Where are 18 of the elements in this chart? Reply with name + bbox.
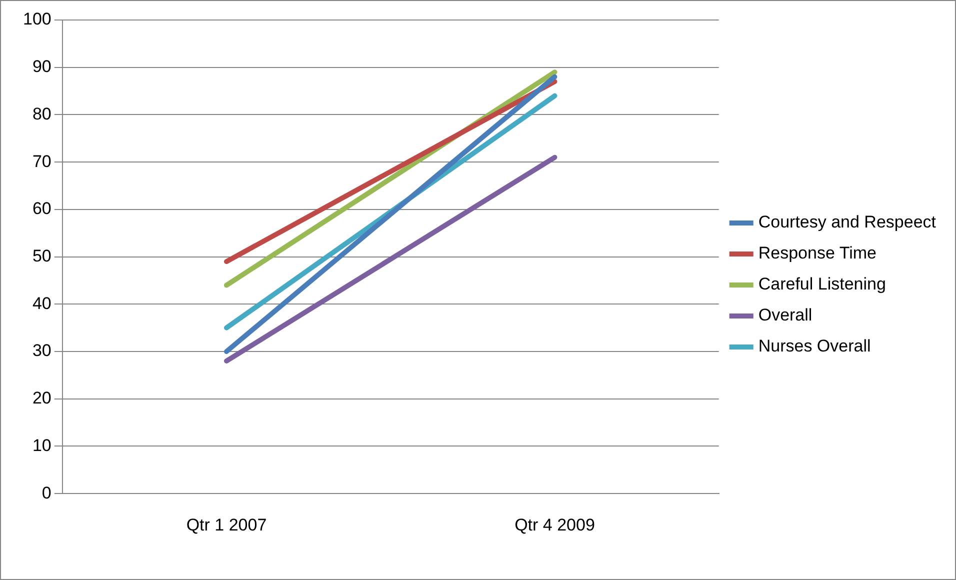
y-tick-label: 80 — [32, 104, 52, 124]
y-tick-label: 60 — [32, 199, 52, 218]
y-tick-label: 70 — [32, 152, 52, 171]
y-tick-label: 10 — [32, 436, 52, 455]
y-tick-label: 0 — [42, 483, 52, 502]
y-tick-label: 90 — [32, 57, 52, 76]
x-tick-label: Qtr 1 2007 — [186, 515, 267, 534]
legend-label: Nurses Overall — [758, 336, 871, 356]
y-tick-label: 40 — [32, 294, 52, 313]
y-tick-label: 100 — [22, 10, 52, 29]
legend-label: Response Time — [758, 244, 876, 263]
y-tick-label: 30 — [32, 341, 52, 360]
legend-label: Careful Listening — [758, 274, 886, 294]
y-tick-label: 50 — [32, 246, 52, 266]
legend-label: Overall — [758, 306, 812, 325]
legend-label: Courtesy and Respeect — [758, 212, 936, 232]
y-tick-label: 20 — [32, 388, 52, 408]
x-tick-label: Qtr 4 2009 — [514, 515, 595, 534]
